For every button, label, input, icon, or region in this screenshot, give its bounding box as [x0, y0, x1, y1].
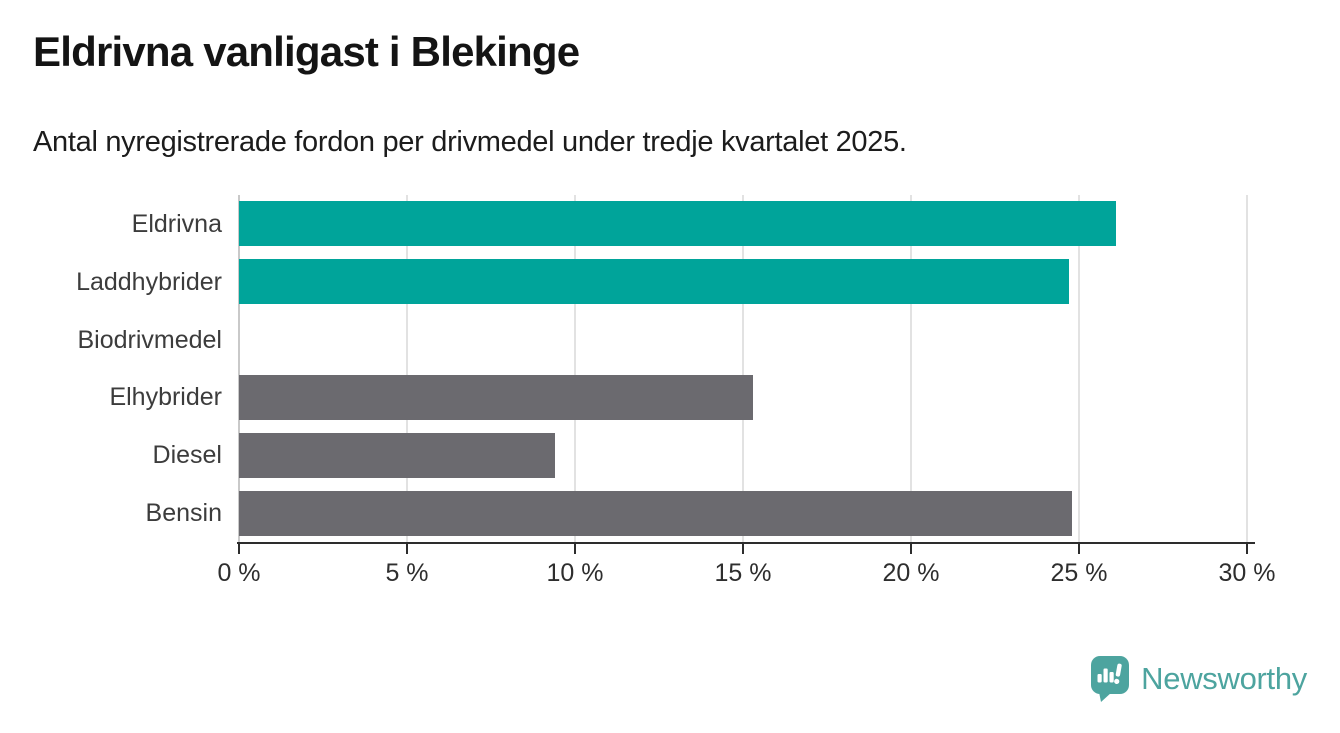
x-tick-25 — [1078, 544, 1080, 554]
bar-elhybrider — [239, 374, 754, 420]
gridline-25 — [1078, 195, 1080, 542]
bar-eldrivna — [239, 201, 1116, 247]
gridline-0 — [238, 195, 240, 542]
gridline-10 — [574, 195, 576, 542]
newsworthy-logo-icon — [1090, 655, 1130, 703]
gridline-30 — [1246, 195, 1248, 542]
bar-bensin — [239, 490, 1073, 536]
gridline-15 — [742, 195, 744, 542]
x-tick-label-30: 30 % — [1218, 559, 1276, 587]
chart-title: Eldrivna vanligast i Blekinge — [33, 28, 580, 75]
x-tick-15 — [742, 544, 744, 554]
x-tick-label-15: 15 % — [714, 559, 772, 587]
gridline-5 — [406, 195, 408, 542]
x-tick-30 — [1246, 544, 1248, 554]
x-tick-5 — [406, 544, 408, 554]
x-tick-20 — [910, 544, 912, 554]
y-label-eldrivna: Eldrivna — [131, 209, 222, 238]
x-tick-label-5: 5 % — [385, 559, 429, 587]
x-tick-10 — [574, 544, 576, 554]
y-label-elhybrider: Elhybrider — [109, 383, 222, 412]
newsworthy-logo-text: Newsworthy — [1141, 661, 1307, 696]
y-label-biodrivmedel: Biodrivmedel — [77, 325, 222, 354]
y-label-bensin: Bensin — [145, 499, 222, 528]
chart-subtitle: Antal nyregistrerade fordon per drivmede… — [33, 126, 907, 158]
newsworthy-logo[interactable]: Newsworthy — [1090, 655, 1307, 703]
bar-laddhybrider — [239, 259, 1069, 305]
x-tick-label-20: 20 % — [882, 559, 940, 587]
gridline-20 — [910, 195, 912, 542]
bar-diesel — [239, 432, 555, 478]
plot-area: 0 % 5 % 10 % 15 % 20 % 25 % 30 % — [217, 195, 1275, 587]
x-tick-label-25: 25 % — [1050, 559, 1108, 587]
x-axis-line — [237, 542, 1255, 544]
y-axis-labels: Eldrivna Laddhybrider Biodrivmedel Elhybrid… — [0, 195, 222, 542]
x-tick-0 — [238, 544, 240, 554]
x-tick-label-0: 0 % — [217, 559, 261, 587]
y-label-laddhybrider: Laddhybrider — [76, 267, 222, 296]
y-label-diesel: Diesel — [152, 441, 222, 470]
x-tick-label-10: 10 % — [546, 559, 604, 587]
